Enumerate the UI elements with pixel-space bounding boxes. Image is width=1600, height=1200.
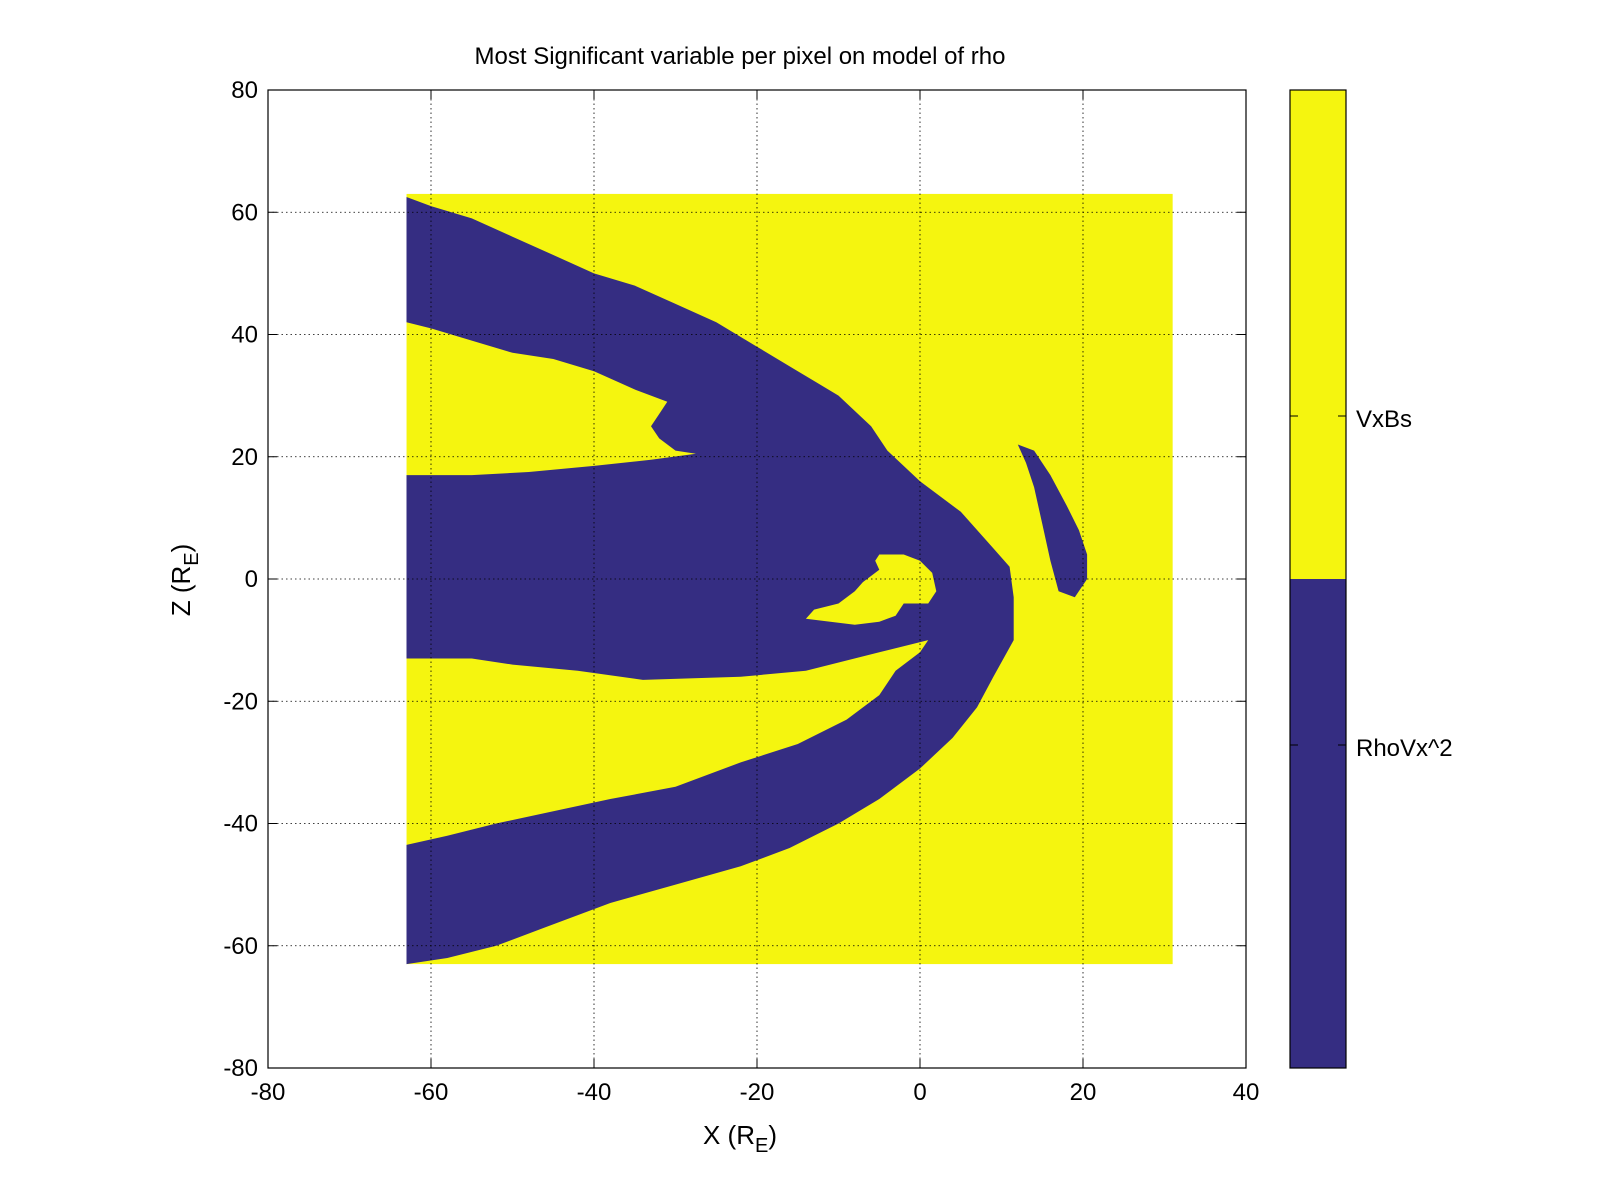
x-tick-label: 40 [1233,1079,1260,1106]
x-axis-label-subscript: E [755,1135,768,1157]
y-tick-label: 20 [231,444,258,471]
x-axis-label: X (RE) [703,1120,777,1157]
region-layer [406,193,1173,965]
region-upper-lobe [406,197,1014,965]
x-tick-label: -60 [414,1079,449,1106]
y-axis-label-main: Z (R [166,566,196,617]
region-inner-pocket [805,554,937,625]
x-tick-label: 20 [1070,1079,1097,1106]
region-bow-shock-sliver [1017,444,1088,598]
x-axis-ticks: -80 -60 -40 -20 0 20 40 [251,90,1260,1106]
grid-lines [268,90,1246,1068]
y-tick-label: 80 [231,77,258,104]
y-axis-label-tail: ) [166,544,196,553]
y-tick-label: 40 [231,322,258,349]
x-tick-label: 0 [913,1079,926,1106]
x-tick-label: -80 [251,1079,286,1106]
x-axis-label-tail: ) [768,1120,777,1150]
colorbar-frame [1289,89,1347,1069]
x-tick-label: -40 [577,1079,612,1106]
chart-title: Most Significant variable per pixel on m… [475,43,1006,70]
y-axis-label: Z (RE) [166,544,203,617]
x-tick-label: -20 [740,1079,775,1106]
y-axis-label-subscript: E [181,552,203,565]
colorbar-label-rhovx2: RhoVx^2 [1356,735,1453,762]
y-axis-ticks: -80 -60 -40 -20 0 20 40 60 80 [223,77,1246,1082]
y-tick-label: 0 [245,566,258,593]
colorbar-segment-vxbs [1290,90,1346,579]
x-axis-label-main: X (R [703,1120,755,1150]
colorbar: VxBs RhoVx^2 [1289,89,1453,1069]
y-tick-label: -20 [223,688,258,715]
y-tick-label: 60 [231,199,258,226]
colorbar-label-vxbs: VxBs [1356,406,1412,433]
y-tick-label: -40 [223,811,258,838]
colorbar-segment-rhovx2 [1290,579,1346,1068]
y-tick-label: -60 [223,933,258,960]
y-tick-label: -80 [223,1055,258,1082]
plot-area: -80 -60 -40 -20 0 20 40 -80 -60 -40 -20 0 20 40 60 80 [223,77,1259,1106]
